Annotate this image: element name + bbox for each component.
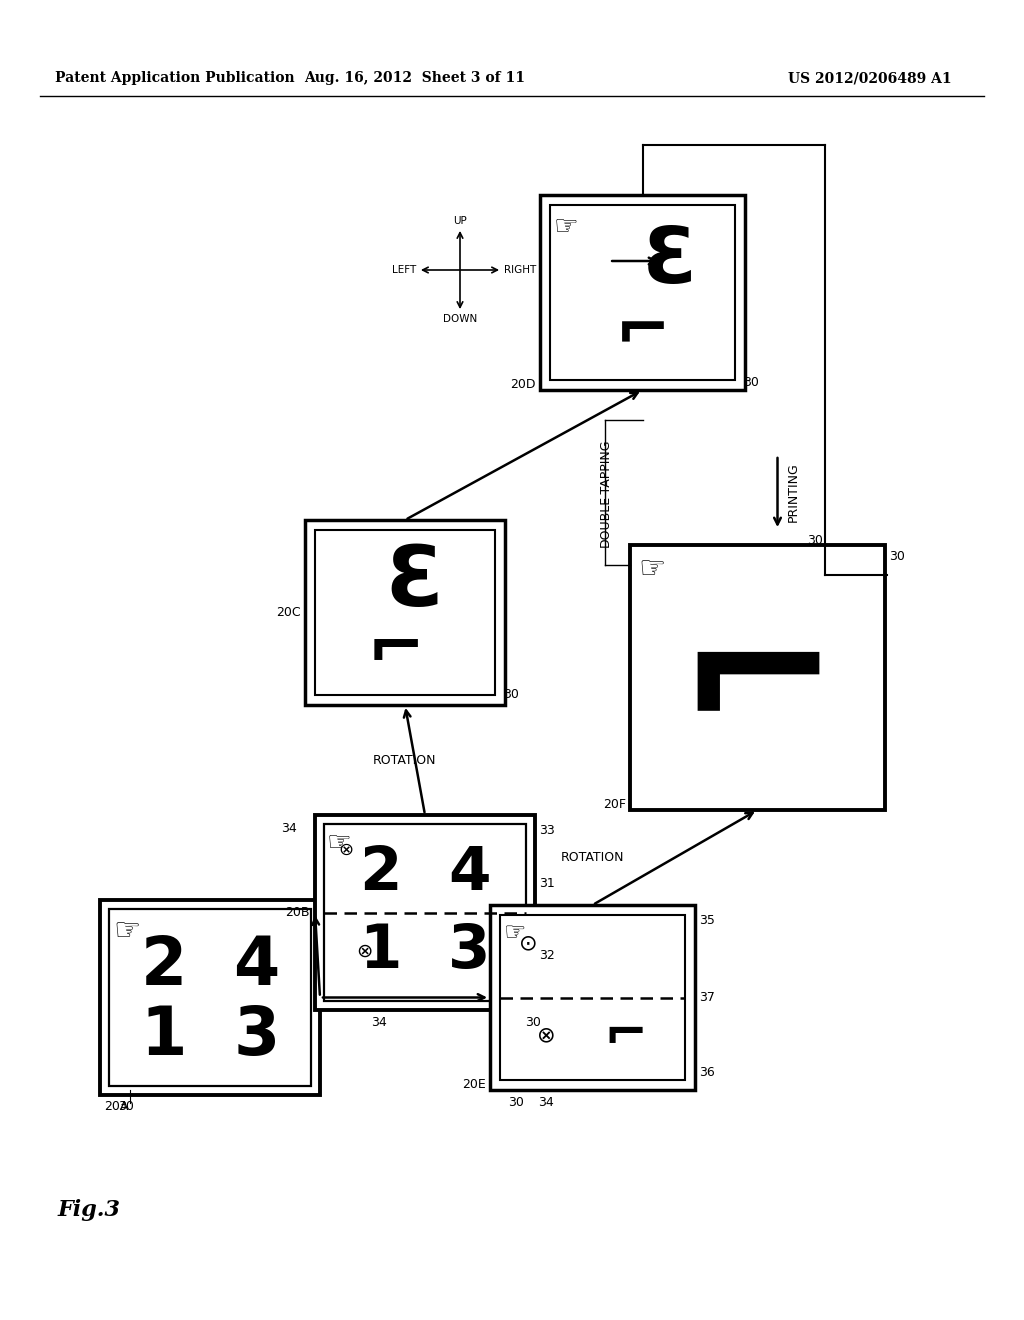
Text: 2: 2 (140, 933, 186, 999)
Text: 1: 1 (140, 1003, 186, 1069)
Text: 34: 34 (371, 1015, 386, 1028)
Text: ☞: ☞ (327, 829, 352, 857)
Text: ROTATION: ROTATION (374, 754, 437, 767)
Text: 3: 3 (449, 921, 490, 981)
Text: ☞: ☞ (504, 921, 526, 945)
Text: 20E: 20E (462, 1078, 486, 1092)
Bar (305, 520, 505, 705)
Text: ☞: ☞ (554, 213, 579, 242)
Text: ⊗: ⊗ (339, 841, 353, 859)
Text: 20A: 20A (104, 1101, 128, 1114)
Text: 2: 2 (359, 843, 401, 903)
Text: Fig.3: Fig.3 (58, 1199, 121, 1221)
Text: 33: 33 (539, 825, 555, 837)
Text: 36: 36 (699, 1065, 715, 1078)
Text: 30: 30 (503, 689, 519, 701)
Text: ⊙: ⊙ (519, 933, 538, 953)
Text: ROTATION: ROTATION (561, 851, 625, 865)
Text: DOWN: DOWN (442, 314, 477, 323)
Text: ⊗: ⊗ (537, 1026, 556, 1045)
Text: 30: 30 (525, 1015, 541, 1028)
Text: UP: UP (454, 216, 467, 226)
Text: 20D: 20D (511, 379, 536, 392)
Text: ⌐: ⌐ (676, 589, 839, 776)
Text: PRINTING: PRINTING (787, 462, 800, 523)
Text: LEFT: LEFT (392, 265, 416, 275)
Bar (109, 909, 311, 1086)
Text: ⌐: ⌐ (367, 616, 425, 684)
Bar (324, 824, 526, 1001)
Text: 20B: 20B (286, 906, 310, 919)
Text: ⊗: ⊗ (356, 942, 373, 961)
Text: DOUBLE-TAPPING: DOUBLE-TAPPING (598, 438, 611, 546)
Text: 4: 4 (233, 933, 280, 999)
Text: 30: 30 (889, 550, 905, 564)
Text: ☞: ☞ (638, 554, 666, 583)
Bar (315, 531, 495, 696)
Bar (500, 915, 685, 1080)
Text: 4: 4 (449, 843, 490, 903)
Bar (100, 900, 319, 1096)
Text: 31: 31 (539, 876, 555, 890)
Text: US 2012/0206489 A1: US 2012/0206489 A1 (788, 71, 952, 84)
Text: 30: 30 (118, 1101, 134, 1114)
Text: 20C: 20C (276, 606, 301, 619)
Text: 34: 34 (539, 1096, 554, 1109)
Text: 37: 37 (699, 991, 715, 1005)
Text: 3: 3 (233, 1003, 280, 1069)
Text: Ɛ: Ɛ (643, 223, 697, 300)
Bar (550, 205, 735, 380)
Text: 30: 30 (808, 533, 823, 546)
Text: 35: 35 (699, 913, 715, 927)
Bar (490, 906, 695, 1090)
Text: ☞: ☞ (113, 917, 140, 946)
Text: 30: 30 (508, 1096, 524, 1109)
Text: 1: 1 (359, 921, 401, 981)
Text: 34: 34 (282, 822, 297, 836)
Bar (540, 195, 745, 389)
Bar (630, 545, 885, 810)
Text: RIGHT: RIGHT (504, 265, 537, 275)
Text: Aug. 16, 2012  Sheet 3 of 11: Aug. 16, 2012 Sheet 3 of 11 (304, 71, 525, 84)
Text: 32: 32 (539, 949, 555, 962)
Text: ⌐: ⌐ (604, 1010, 648, 1061)
Text: Ɛ: Ɛ (385, 543, 443, 623)
Text: 30: 30 (743, 375, 759, 388)
Text: Patent Application Publication: Patent Application Publication (55, 71, 295, 84)
Text: 20F: 20F (603, 799, 626, 812)
Text: ⌐: ⌐ (614, 300, 671, 366)
Bar (315, 814, 535, 1010)
